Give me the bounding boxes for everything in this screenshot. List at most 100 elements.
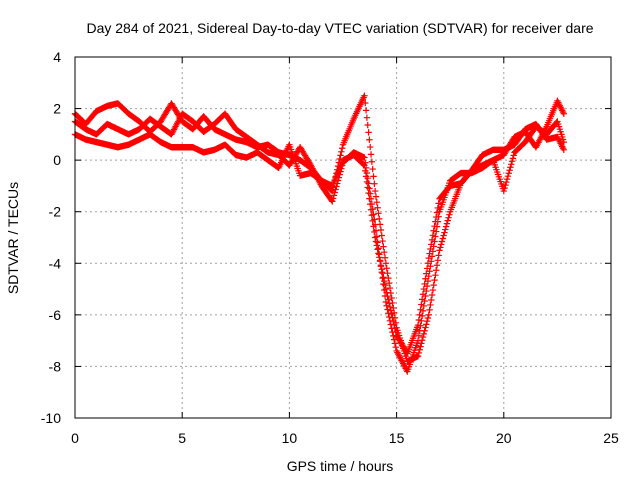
y-tick-label: 4 — [53, 49, 61, 65]
data-point — [338, 145, 346, 152]
data-point — [367, 143, 374, 151]
data-point — [371, 234, 379, 241]
chart-title: Day 284 of 2021, Sidereal Day-to-day VTE… — [86, 20, 593, 36]
y-tick-label: -8 — [49, 358, 62, 374]
data-point — [428, 241, 435, 248]
data-point — [433, 262, 441, 269]
data-point — [423, 270, 430, 277]
data-point — [385, 279, 393, 287]
data-point — [419, 333, 427, 341]
data-point — [337, 152, 344, 159]
x-tick-label: 20 — [496, 430, 512, 446]
x-tick-label: 0 — [71, 430, 79, 446]
data-point — [502, 181, 509, 189]
series-track-3 — [71, 120, 568, 357]
data-point — [370, 173, 377, 180]
data-point — [392, 328, 399, 336]
data-point — [444, 217, 451, 224]
data-point — [435, 200, 442, 207]
data-point — [366, 136, 373, 143]
data-point — [329, 198, 336, 205]
data-point — [422, 275, 429, 282]
data-point — [503, 178, 510, 186]
data-point — [392, 343, 399, 351]
data-point — [369, 217, 376, 225]
data-point — [500, 187, 507, 195]
data-point — [429, 286, 437, 294]
data-point — [384, 293, 391, 300]
data-point — [388, 294, 395, 302]
data-point — [433, 209, 441, 216]
data-point — [415, 316, 423, 324]
data-point — [428, 296, 435, 304]
data-point — [360, 161, 367, 168]
data-point — [373, 198, 381, 206]
data-point — [425, 311, 432, 319]
data-point — [416, 327, 423, 334]
data-point — [424, 314, 432, 322]
y-axis-label: SDTVAR / TECUs — [5, 182, 21, 294]
data-point — [381, 277, 388, 285]
data-point — [372, 238, 380, 245]
data-point — [425, 254, 432, 262]
data-point — [380, 273, 387, 281]
data-point — [505, 170, 512, 177]
data-point — [370, 223, 377, 230]
data-point — [380, 243, 387, 250]
data-point — [441, 229, 448, 236]
x-tick-labels: 0 5 10 15 20 25 — [71, 430, 619, 446]
data-point — [434, 257, 442, 264]
data-point — [386, 303, 394, 311]
data-point — [442, 226, 449, 233]
data-point — [417, 306, 424, 313]
data-point — [369, 165, 376, 173]
data-point — [423, 265, 431, 272]
data-point — [509, 155, 517, 162]
data-point — [438, 238, 446, 245]
data-point — [375, 250, 382, 257]
y-tick-labels: 4 2 0 -2 -4 -6 -8 -10 — [41, 49, 61, 426]
x-tick-label: 5 — [178, 430, 186, 446]
data-point — [365, 189, 372, 197]
data-point — [374, 204, 381, 211]
data-point — [382, 260, 390, 267]
data-point — [432, 271, 439, 279]
data-point — [385, 296, 392, 303]
data-point — [368, 158, 376, 165]
data-point — [445, 214, 452, 221]
data-point — [423, 318, 431, 325]
y-tick-label: -6 — [49, 307, 62, 323]
data-point — [362, 107, 370, 114]
x-tick-label: 10 — [282, 430, 298, 446]
data-point — [391, 340, 399, 347]
data-point — [390, 321, 398, 328]
data-point — [440, 232, 447, 239]
data-point — [330, 192, 338, 199]
data-point — [364, 184, 371, 191]
data-point — [417, 343, 424, 350]
data-point — [414, 337, 422, 344]
data-point — [364, 121, 371, 129]
data-point — [435, 252, 442, 259]
data-point — [377, 262, 385, 269]
data-point — [361, 154, 368, 161]
data-point — [381, 248, 388, 256]
data-point — [503, 175, 511, 183]
data-point — [378, 232, 385, 239]
data-point — [368, 212, 376, 219]
data-point — [385, 300, 393, 307]
data-point — [427, 245, 434, 253]
data-point — [432, 218, 439, 225]
data-point — [367, 151, 375, 158]
data-point — [560, 146, 568, 154]
data-point — [560, 110, 568, 117]
series-track-2 — [71, 110, 568, 375]
data-point — [430, 227, 437, 234]
data-point — [423, 321, 430, 328]
data-point — [387, 307, 395, 314]
y-tick-label: 2 — [53, 101, 61, 117]
data-point — [437, 241, 445, 248]
data-point — [431, 276, 438, 284]
data-point — [362, 173, 370, 180]
